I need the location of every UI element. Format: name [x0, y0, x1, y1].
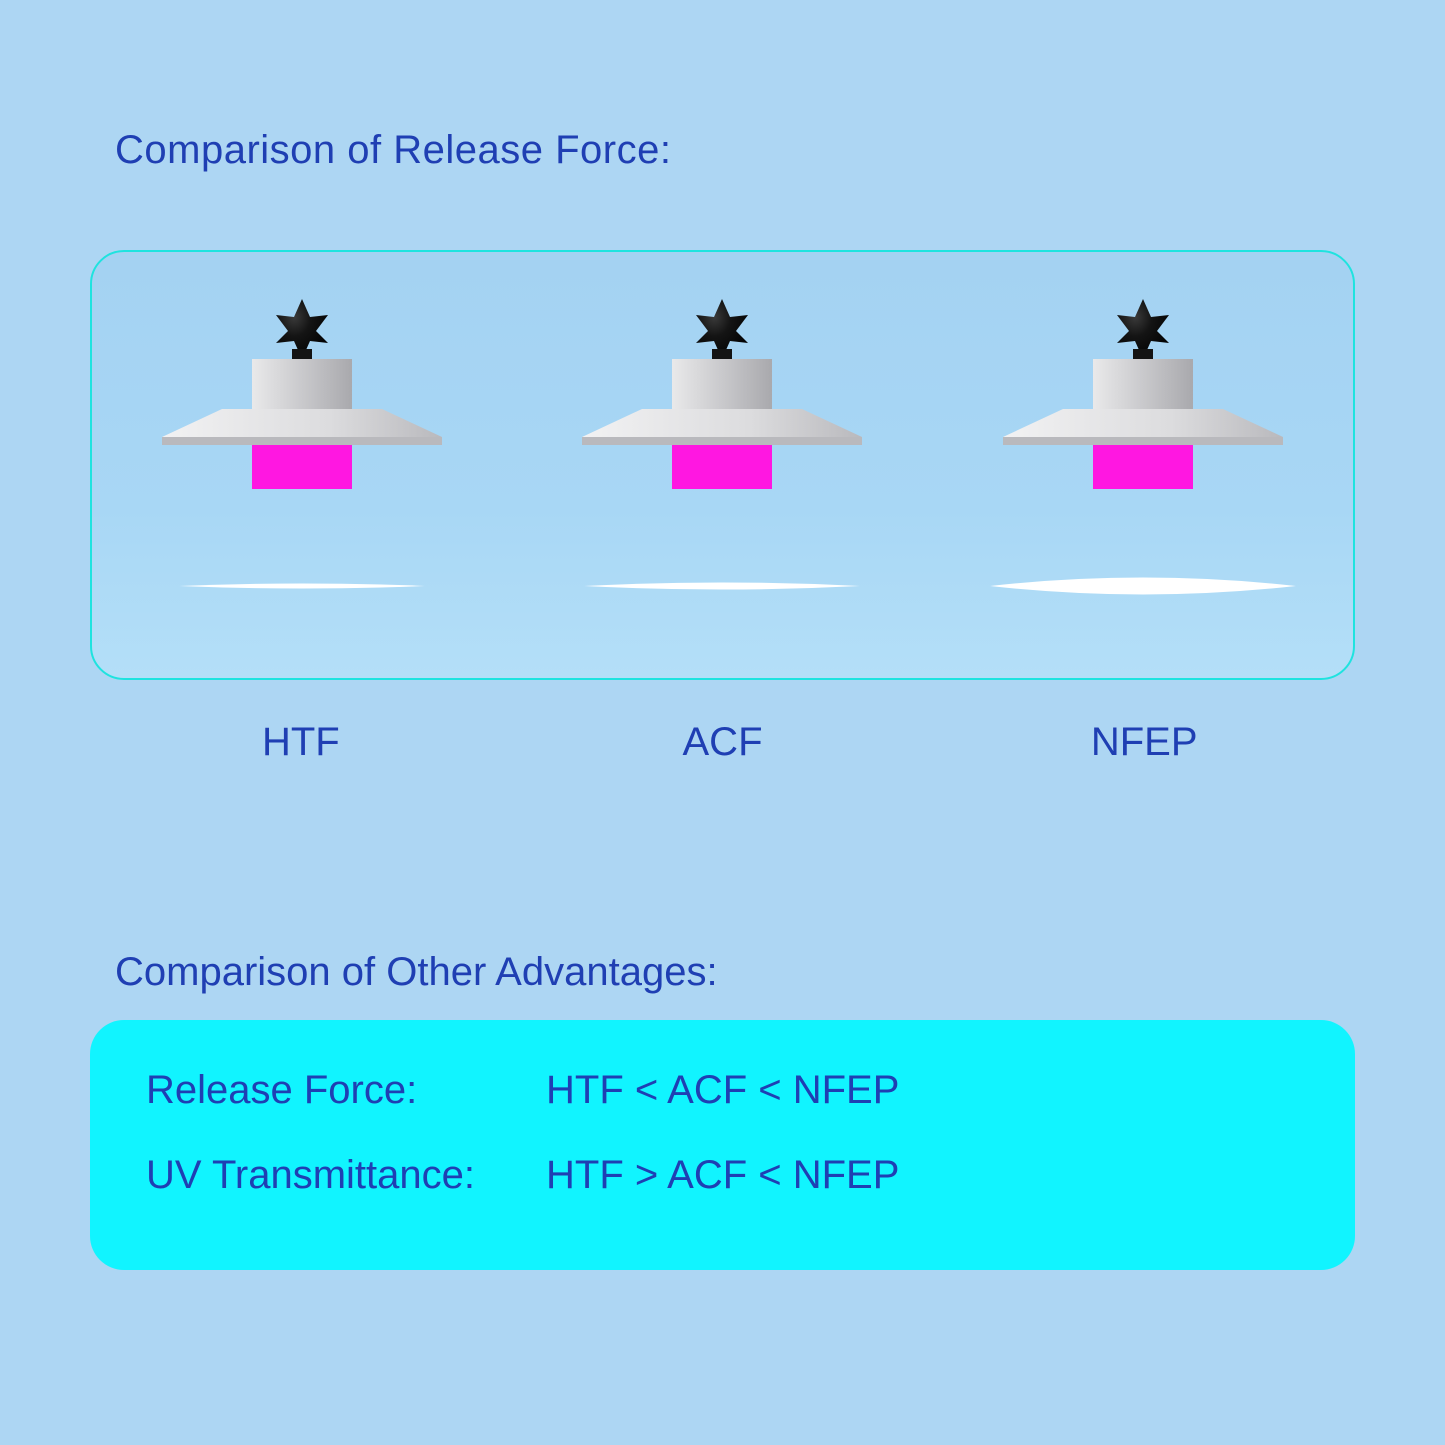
advantage-value-release: HTF < ACF < NFEP — [546, 1068, 899, 1113]
advantages-box: Release Force: HTF < ACF < NFEP UV Trans… — [90, 1020, 1355, 1270]
advantage-value-uv: HTF > ACF < NFEP — [546, 1153, 899, 1198]
advantage-row-release: Release Force: HTF < ACF < NFEP — [146, 1068, 1299, 1113]
label-nfep: NFEP — [933, 720, 1355, 765]
cell-acf — [512, 252, 932, 678]
film-htf — [177, 566, 427, 606]
printhead-nfep — [983, 297, 1303, 497]
advantage-label-release: Release Force: — [146, 1068, 546, 1113]
section2-title: Comparison of Other Advantages: — [115, 950, 718, 995]
advantage-row-uv: UV Transmittance: HTF > ACF < NFEP — [146, 1153, 1299, 1198]
film-acf — [582, 566, 862, 606]
comparison-panel — [90, 250, 1355, 680]
label-htf: HTF — [90, 720, 512, 765]
section1-title: Comparison of Release Force: — [115, 128, 671, 173]
label-acf: ACF — [512, 720, 934, 765]
film-nfep — [988, 566, 1298, 606]
advantage-label-uv: UV Transmittance: — [146, 1153, 546, 1198]
printhead-htf — [142, 297, 462, 497]
labels-row: HTF ACF NFEP — [90, 720, 1355, 765]
printhead-acf — [562, 297, 882, 497]
cell-htf — [92, 252, 512, 678]
cell-nfep — [933, 252, 1353, 678]
comparison-cells — [92, 252, 1353, 678]
